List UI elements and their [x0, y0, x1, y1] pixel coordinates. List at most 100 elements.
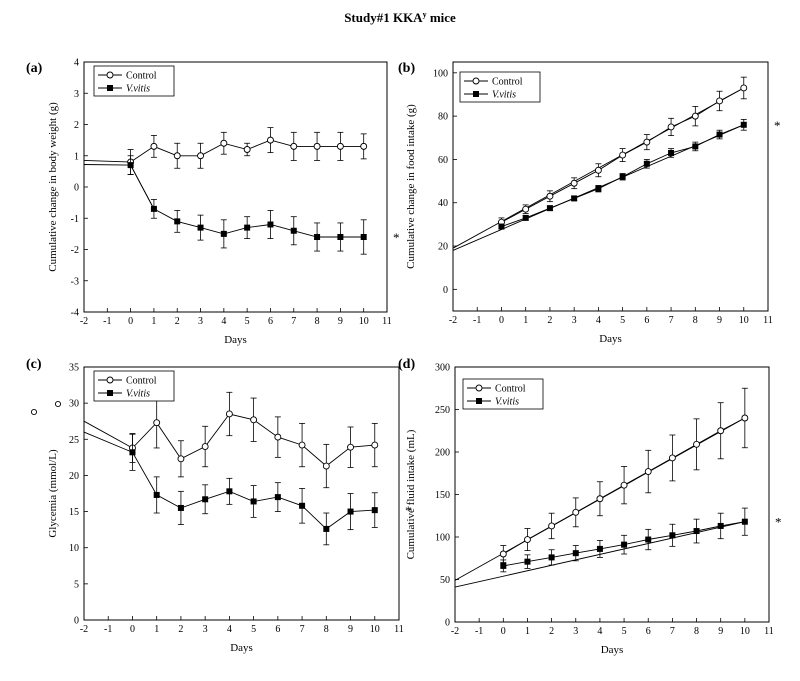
- data-point: [290, 227, 297, 234]
- x-tick-label: 1: [523, 315, 528, 326]
- data-point: [173, 152, 181, 160]
- series-fit-line: [83, 164, 155, 210]
- y-tick-label: 2: [74, 120, 79, 131]
- x-tick-label: -1: [475, 626, 483, 637]
- data-point: [290, 142, 298, 150]
- data-point: [546, 192, 554, 200]
- y-tick-label: 30: [69, 399, 79, 410]
- x-tick-label: -2: [449, 315, 457, 326]
- y-tick-label: 80: [438, 112, 448, 123]
- y-tick-label: -2: [71, 245, 79, 256]
- x-tick-label: 4: [227, 624, 232, 635]
- data-point: [220, 139, 228, 147]
- y-tick-label: 250: [435, 405, 450, 416]
- y-axis-title: Cumulative change in body weight (g): [47, 102, 59, 272]
- x-tick-label: 1: [151, 316, 156, 327]
- x-axis-title: Days: [601, 644, 624, 656]
- data-point: [153, 491, 160, 498]
- series-v-vitis: [452, 118, 747, 251]
- significance-star: *: [393, 230, 400, 245]
- data-point: [360, 234, 367, 240]
- data-point: [619, 173, 626, 180]
- x-tick-label: 11: [763, 315, 773, 326]
- x-tick-label: 0: [501, 626, 506, 637]
- x-tick-label: 10: [359, 316, 369, 327]
- chart-panel-3: (c) -2 -1 0 1 2 3 4 5 6 7 8 9 10 11 0 5 10 15 20 25 30 35 Days G…: [26, 357, 412, 654]
- legend-marker: [107, 85, 113, 91]
- plot-frame: [83, 61, 388, 313]
- data-point: [220, 230, 227, 237]
- x-tick-label: 3: [573, 626, 578, 637]
- y-tick-label: 5: [74, 579, 79, 590]
- x-tick-label: 5: [620, 315, 625, 326]
- legend: Control V.vitis: [93, 65, 175, 97]
- legend: Control V.vitis: [462, 378, 544, 410]
- y-tick-label: -1: [71, 214, 79, 225]
- significance-star: *: [405, 503, 412, 518]
- data-point: [546, 205, 553, 212]
- plot-frame: [452, 61, 769, 312]
- y-axis-title: Cumulative fluid intake (mL): [405, 429, 417, 559]
- data-point: [524, 558, 531, 565]
- data-point: [522, 214, 529, 221]
- data-point: [153, 419, 161, 427]
- data-point: [274, 494, 281, 501]
- panel-label: (b): [398, 61, 415, 76]
- legend-marker: [472, 77, 480, 85]
- data-point: [524, 536, 531, 543]
- data-point: [267, 221, 274, 228]
- data-point: [717, 522, 724, 529]
- x-tick-label: 10: [740, 626, 750, 637]
- y-tick-label: 100: [433, 68, 448, 79]
- x-tick-label: 9: [717, 315, 722, 326]
- data-point: [741, 414, 749, 422]
- x-tick-label: 9: [338, 316, 343, 327]
- x-tick-label: 11: [764, 626, 774, 637]
- legend-label: Control: [126, 71, 157, 82]
- series-v-vitis: [454, 507, 748, 588]
- series-fit-line: [83, 431, 133, 453]
- y-tick-label: 60: [438, 155, 448, 166]
- chart-panel-2: (b) -2 -1 0 1 2 3 4 5 6 7 8 9 10 11 0 20 40 60 80 100 Days Cum…: [398, 61, 781, 345]
- legend-label: Control: [492, 77, 523, 88]
- y-tick-label: 4: [74, 58, 79, 69]
- y-tick-label: 50: [440, 575, 450, 586]
- x-tick-label: 3: [572, 315, 577, 326]
- y-tick-label: -3: [71, 276, 79, 287]
- legend-label: V.vitis: [126, 84, 150, 95]
- x-axis-title: Days: [224, 334, 247, 346]
- data-point: [360, 142, 368, 150]
- x-tick-label: 7: [670, 626, 675, 637]
- y-axis-title: Cumulative change in food intake (g): [405, 104, 417, 269]
- y-tick-label: -4: [71, 308, 79, 319]
- data-point: [693, 528, 700, 535]
- y-tick-label: 10: [69, 543, 79, 554]
- x-tick-label: 5: [245, 316, 250, 327]
- data-point: [716, 131, 723, 138]
- y-tick-label: 3: [74, 89, 79, 100]
- series-v-vitis: [83, 155, 367, 255]
- page-title: Study#1 KKAy mice: [344, 10, 456, 25]
- y-tick-label: 0: [74, 616, 79, 627]
- y-tick-label: 150: [435, 490, 450, 501]
- data-point: [691, 112, 699, 120]
- y-tick-label: 0: [74, 183, 79, 194]
- data-point: [150, 142, 158, 150]
- data-point: [499, 550, 507, 558]
- series-control: [452, 76, 748, 249]
- data-point: [717, 427, 725, 435]
- x-tick-label: 2: [547, 315, 552, 326]
- legend: Control V.vitis: [93, 370, 175, 402]
- data-point: [347, 443, 354, 451]
- data-point: [643, 138, 651, 146]
- data-point: [668, 454, 676, 462]
- x-tick-label: 4: [596, 315, 601, 326]
- x-tick-label: 6: [646, 626, 651, 637]
- data-point: [548, 522, 556, 530]
- data-point: [619, 151, 627, 159]
- series-fit-line: [83, 420, 133, 449]
- data-point: [740, 84, 748, 92]
- panel-label: (d): [398, 357, 415, 372]
- data-point: [250, 498, 257, 505]
